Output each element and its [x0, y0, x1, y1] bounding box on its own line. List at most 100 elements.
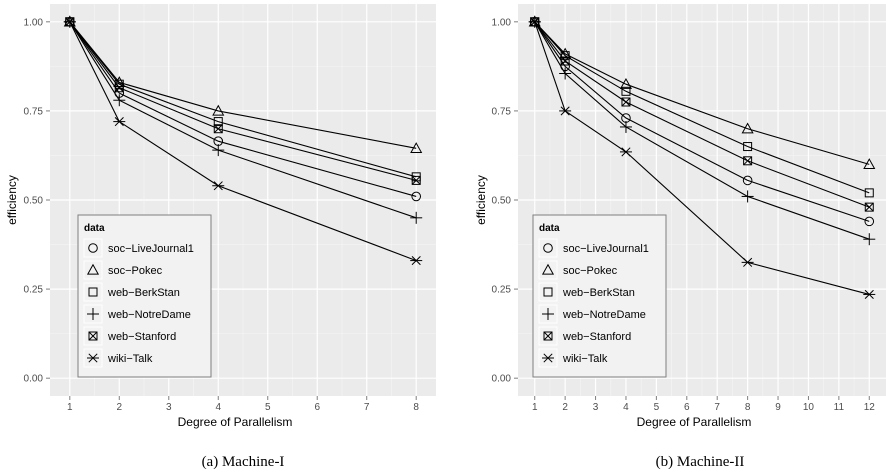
data-point-series-6: [410, 256, 423, 266]
x-tick-label: 2: [562, 402, 568, 413]
data-point-series-2: [212, 104, 225, 116]
y-tick-label: 0.50: [24, 196, 44, 207]
legend-marker-6: [542, 353, 554, 363]
data-point-series-3: [560, 51, 570, 61]
legend-key-background: [83, 282, 103, 302]
data-point-series-4: [619, 120, 632, 133]
legend-label: web−Stanford: [562, 331, 631, 343]
chart-panel-1: 1 2 3 4 5 6 7 8 0.00 0.25 0.50 0.75 1.00 Degree of Pa…: [5, 4, 436, 470]
x-tick-label: 9: [775, 402, 781, 413]
legend-key-background: [83, 260, 103, 280]
y-tick-label: 0.75: [492, 106, 512, 117]
x-tick-label: 11: [834, 402, 845, 413]
figure-caption: (a) Machine-I: [202, 454, 285, 470]
data-point-series-4: [212, 144, 225, 157]
x-tick-label: 3: [593, 402, 599, 413]
x-tick-label: 4: [623, 402, 629, 413]
series-group: [63, 15, 423, 266]
legend-key: [83, 326, 103, 346]
data-point-series-3: [213, 117, 223, 127]
x-tick-label: 8: [413, 402, 419, 413]
y-tick-label: 1.00: [492, 17, 512, 28]
data-point-series-1: [864, 216, 875, 227]
legend-key-background: [538, 282, 558, 302]
series-line-4: [69, 21, 417, 219]
data-point-series-4: [410, 211, 423, 224]
data-point-series-4: [113, 94, 126, 107]
legend-label: web−NotreDame: [107, 309, 191, 321]
legend-label: wiki−Talk: [107, 353, 153, 365]
data-point-series-6: [559, 106, 572, 116]
data-point-series-5: [213, 124, 223, 134]
x-axis-title: Degree of Parallelism: [637, 415, 752, 429]
x-tick-label: 7: [714, 402, 720, 413]
data-point-series-5: [411, 175, 421, 185]
data-point-series-2: [113, 76, 126, 88]
figure-caption: (b) Machine-II: [656, 454, 745, 470]
series-line-5: [69, 21, 417, 181]
series-line-1: [534, 21, 870, 222]
legend-key: [83, 282, 103, 302]
y-tick-label: 0.00: [24, 374, 44, 385]
data-point-series-4: [559, 67, 572, 80]
x-tick-label: 6: [684, 402, 690, 413]
x-tick-label: 12: [864, 402, 876, 413]
legend-marker-6: [87, 353, 99, 363]
legend-label: web−NotreDame: [562, 309, 646, 321]
legend-label: web−BerkStan: [562, 287, 635, 299]
series-line-2: [69, 21, 417, 149]
x-tick-label: 1: [532, 402, 538, 413]
legend-label: soc−LiveJournal1: [108, 243, 194, 255]
legend-marker-4: [542, 308, 554, 320]
x-tick-label: 5: [265, 402, 271, 413]
data-point-series-5: [743, 156, 753, 166]
data-point-series-5: [114, 83, 124, 93]
legend-label: web−Stanford: [107, 331, 176, 343]
legend-key: [83, 348, 103, 368]
legend-marker-2: [86, 263, 100, 275]
data-point-series-6: [741, 257, 754, 267]
legend-key: [83, 260, 103, 280]
legend-key: [538, 304, 558, 324]
x-tick-label: 1: [67, 402, 73, 413]
data-point-series-6: [63, 17, 76, 27]
legend-key-background: [538, 238, 558, 258]
legend-marker-1: [543, 243, 553, 253]
legend-key: [538, 348, 558, 368]
x-tick-label: 8: [745, 402, 751, 413]
x-tick-label: 4: [215, 402, 221, 413]
data-point-series-6: [113, 117, 126, 127]
legend-marker-3: [88, 287, 98, 297]
data-point-series-5: [621, 97, 631, 107]
data-point-series-3: [743, 142, 753, 152]
data-point-series-1: [411, 191, 422, 202]
y-axis-title: efficiency: [474, 175, 488, 225]
data-point-series-4: [741, 190, 754, 203]
data-point-series-4: [863, 233, 876, 246]
y-tick-label: 0.25: [492, 285, 512, 296]
legend-marker-5: [88, 331, 98, 341]
data-point-series-2: [741, 122, 754, 134]
data-point-series-2: [619, 77, 633, 89]
data-point-series-6: [212, 181, 225, 191]
data-point-series-2: [559, 47, 572, 59]
x-tick-label: 3: [166, 402, 172, 413]
legend-marker-4: [87, 308, 99, 320]
y-tick-label: 0.50: [492, 196, 512, 207]
y-tick-label: 1.00: [24, 17, 44, 28]
legend-key: [538, 282, 558, 302]
legend-marker-1: [88, 243, 98, 253]
data-point-series-5: [560, 56, 570, 66]
legend-title: data: [539, 223, 560, 234]
data-point-series-6: [528, 17, 541, 27]
series-line-3: [69, 21, 417, 178]
legend-key-background: [538, 260, 558, 280]
legend-marker-2: [541, 263, 555, 275]
legend-label: soc−Pokec: [563, 265, 618, 277]
data-point-series-2: [410, 142, 423, 153]
x-tick-label: 7: [364, 402, 370, 413]
data-point-series-6: [863, 289, 876, 299]
